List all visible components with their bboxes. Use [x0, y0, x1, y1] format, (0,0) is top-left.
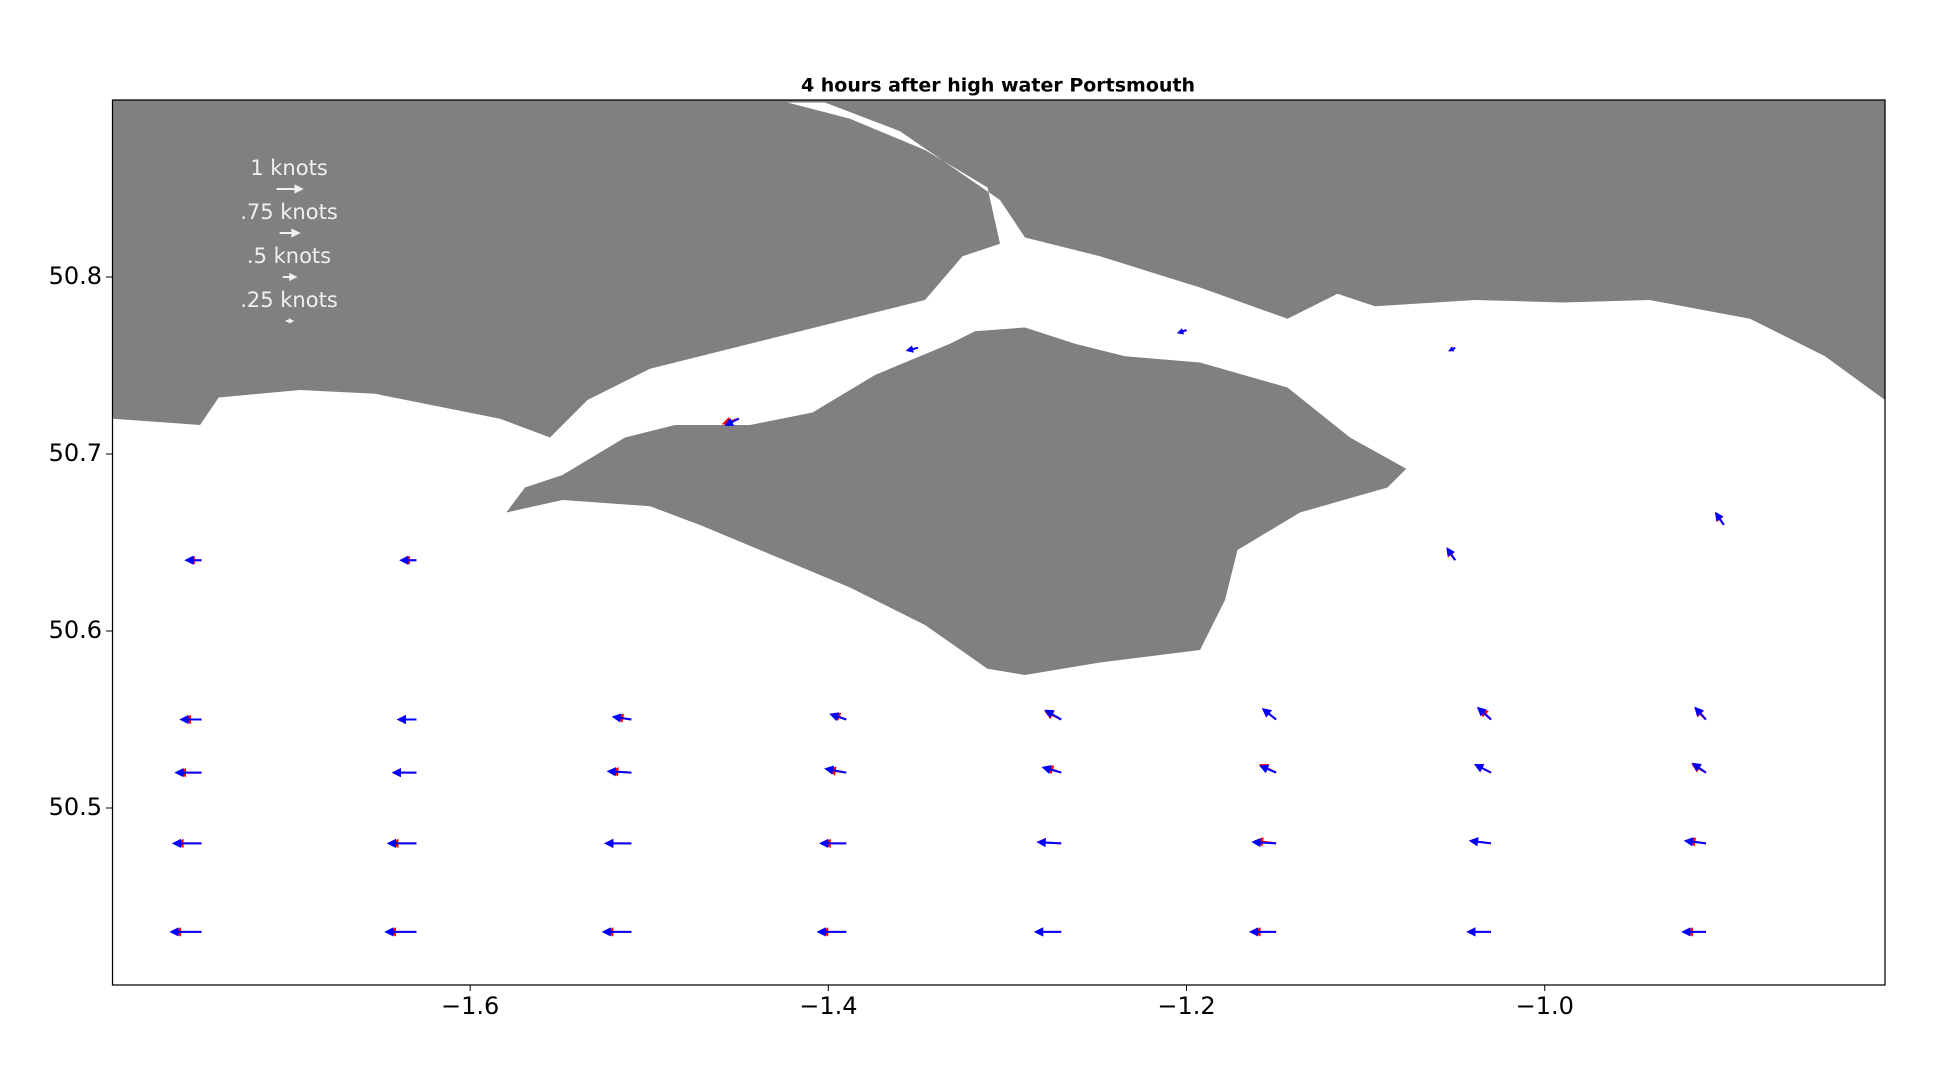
current-arrow [179, 714, 202, 725]
current-arrow [169, 927, 202, 937]
current-arrow [399, 555, 417, 565]
y-tick-label: 50.7 [49, 439, 102, 467]
current-arrow [1681, 927, 1706, 937]
current-arrow [1259, 764, 1277, 774]
current-arrow [1715, 511, 1725, 526]
current-arrow [606, 767, 632, 777]
current-arrow [905, 345, 919, 353]
current-arrow [604, 838, 632, 849]
key-arrow [276, 184, 304, 194]
y-tick-label: 50.5 [49, 793, 102, 821]
x-tick-label: −1.6 [441, 992, 499, 1020]
y-tick-label: 50.8 [49, 262, 102, 290]
current-arrow [391, 767, 417, 778]
current-arrow [174, 767, 202, 778]
key-label: .75 knots [240, 200, 338, 224]
key-arrow [285, 318, 295, 324]
island [506, 327, 1407, 675]
x-tick-label: −1.4 [799, 992, 857, 1020]
current-arrow [1448, 346, 1456, 352]
key-label: 1 knots [250, 156, 328, 180]
key-arrow [279, 228, 301, 238]
current-arrow [601, 927, 632, 937]
current-arrow [1476, 706, 1492, 721]
current-arrow [1694, 706, 1707, 721]
current-arrow [1474, 764, 1492, 774]
current-arrow [1466, 927, 1491, 937]
current-arrow [384, 927, 417, 937]
key-label: .5 knots [247, 244, 331, 268]
current-arrow [1683, 837, 1707, 847]
x-tick-label: −1.2 [1157, 992, 1215, 1020]
current-arrow [724, 417, 740, 426]
current-arrow [1468, 837, 1492, 847]
plot-frame [111, 99, 1886, 986]
current-arrow [611, 713, 632, 723]
current-arrow [184, 555, 202, 565]
current-arrow [1033, 927, 1062, 937]
current-arrow [1446, 547, 1457, 561]
current-arrow [824, 765, 847, 775]
map [111, 99, 1886, 986]
current-arrow [1248, 927, 1277, 937]
current-arrow [829, 712, 847, 722]
current-arrow [171, 838, 202, 849]
current-arrow [1691, 762, 1707, 774]
key-arrow [282, 272, 298, 282]
x-tick-label: −1.0 [1516, 992, 1574, 1020]
current-arrow [1044, 709, 1062, 721]
current-arrow [819, 838, 847, 849]
current-arrow [396, 714, 417, 725]
current-arrow [1036, 837, 1062, 848]
y-tick-label: 50.6 [49, 616, 102, 644]
current-arrow [1251, 837, 1277, 848]
chart-title: 4 hours after high water Portsmouth [801, 75, 1195, 97]
current-arrow [386, 838, 417, 849]
key-label: .25 knots [240, 288, 338, 312]
current-arrow [1176, 328, 1187, 335]
current-arrow [816, 927, 847, 937]
current-arrow [1041, 765, 1062, 774]
current-arrow [1261, 708, 1277, 721]
